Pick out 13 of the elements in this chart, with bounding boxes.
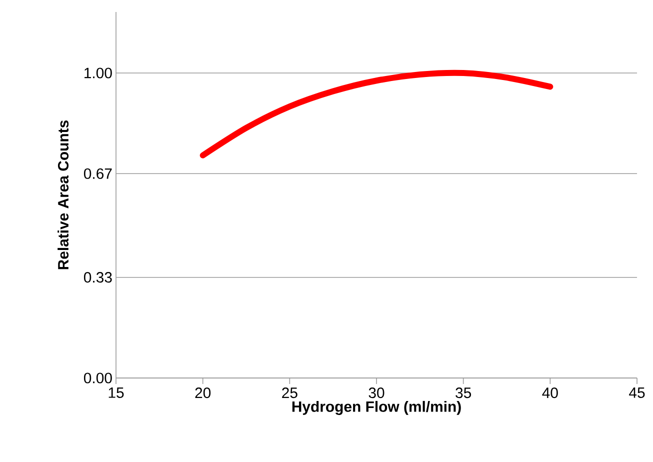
y-tick-label: 0.67	[84, 168, 112, 179]
x-tick-label: 20	[195, 388, 211, 398]
y-tick-label: 1.00	[84, 68, 112, 78]
y-tick-label: 0.33	[84, 272, 112, 283]
y-axis-title: Relative Area Counts	[58, 120, 69, 270]
x-tick-label: 15	[108, 388, 124, 398]
x-tick-label: 30	[368, 388, 384, 398]
x-tick-label: 40	[542, 388, 558, 398]
y-tick-label: 0.00	[84, 372, 112, 384]
x-tick-label: 45	[629, 388, 645, 398]
x-tick-label: 25	[282, 388, 298, 398]
x-tick-label: 35	[456, 388, 472, 398]
x-axis-title: Hydrogen Flow (ml/min)	[292, 400, 461, 415]
